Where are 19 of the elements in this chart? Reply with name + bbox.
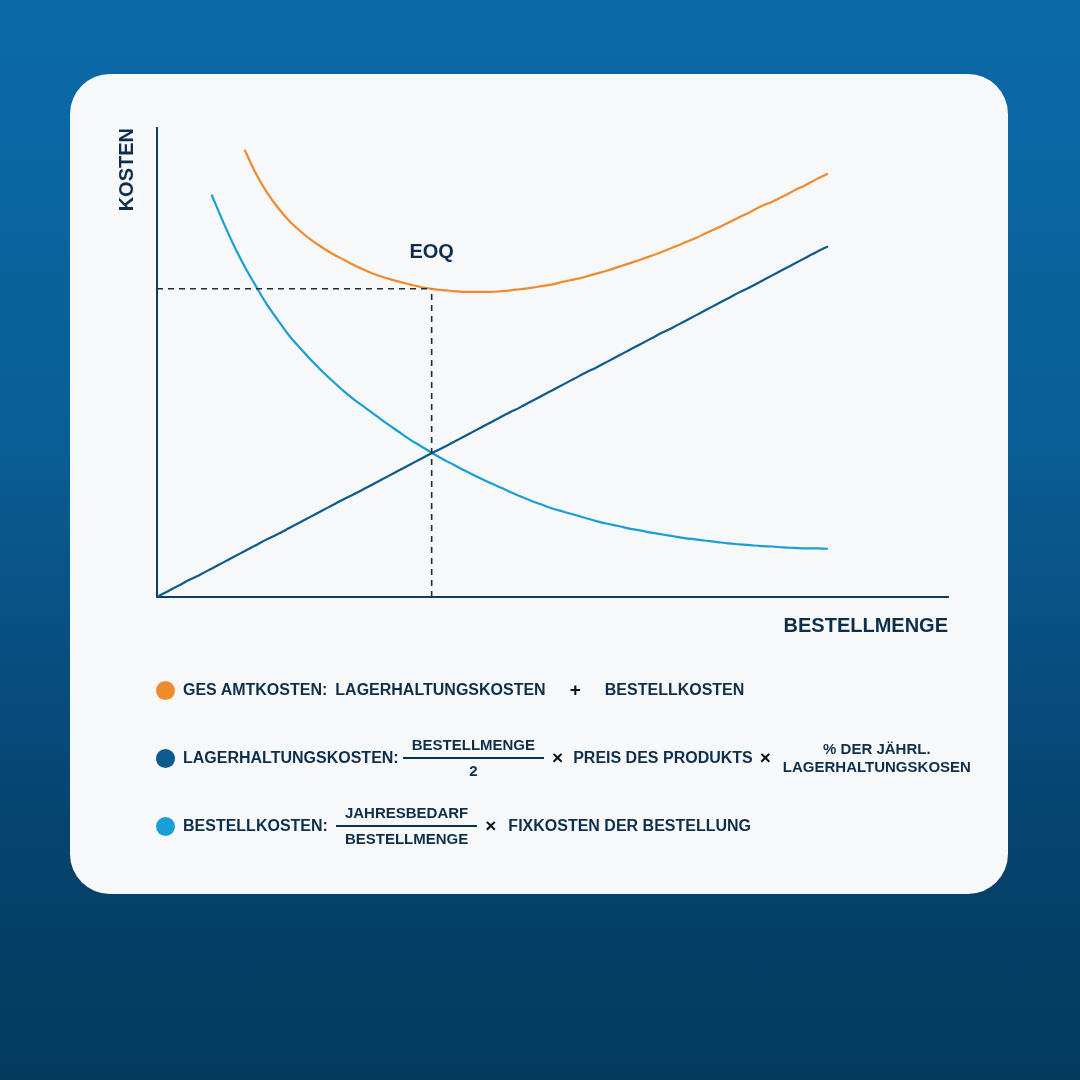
- text: +: [569, 679, 581, 701]
- y-axis-title: KOSTEN: [114, 128, 137, 212]
- text: PREIS DES PRODUKTS: [573, 749, 753, 767]
- legend-label: LAGERHALTUNGSKOSTEN:: [183, 749, 399, 767]
- text: JAHRESBEDARF: [343, 804, 470, 824]
- text: FIXKOSTEN DER BESTELLUNG: [508, 817, 752, 835]
- ref-line-label: EOQ: [409, 239, 454, 262]
- text: LAGERHALTUNGSKOSTEN: [335, 681, 546, 699]
- text: BESTELLKOSTEN: [604, 681, 745, 699]
- text: ×: [759, 747, 771, 769]
- text: BESTELLMENGE: [410, 736, 537, 756]
- x-axis-title: BESTELLMENGE: [783, 613, 948, 636]
- text: ×: [485, 815, 497, 837]
- text: BESTELLMENGE: [343, 828, 470, 848]
- text: % DER JÄHRL. LAGERHALTUNGSKOSEN: [781, 740, 972, 776]
- legend-label: BESTELLKOSTEN:: [183, 817, 328, 835]
- text: 2: [468, 760, 479, 780]
- legend-label: GES AMTKOSTEN:: [183, 681, 328, 699]
- text: ×: [552, 747, 564, 769]
